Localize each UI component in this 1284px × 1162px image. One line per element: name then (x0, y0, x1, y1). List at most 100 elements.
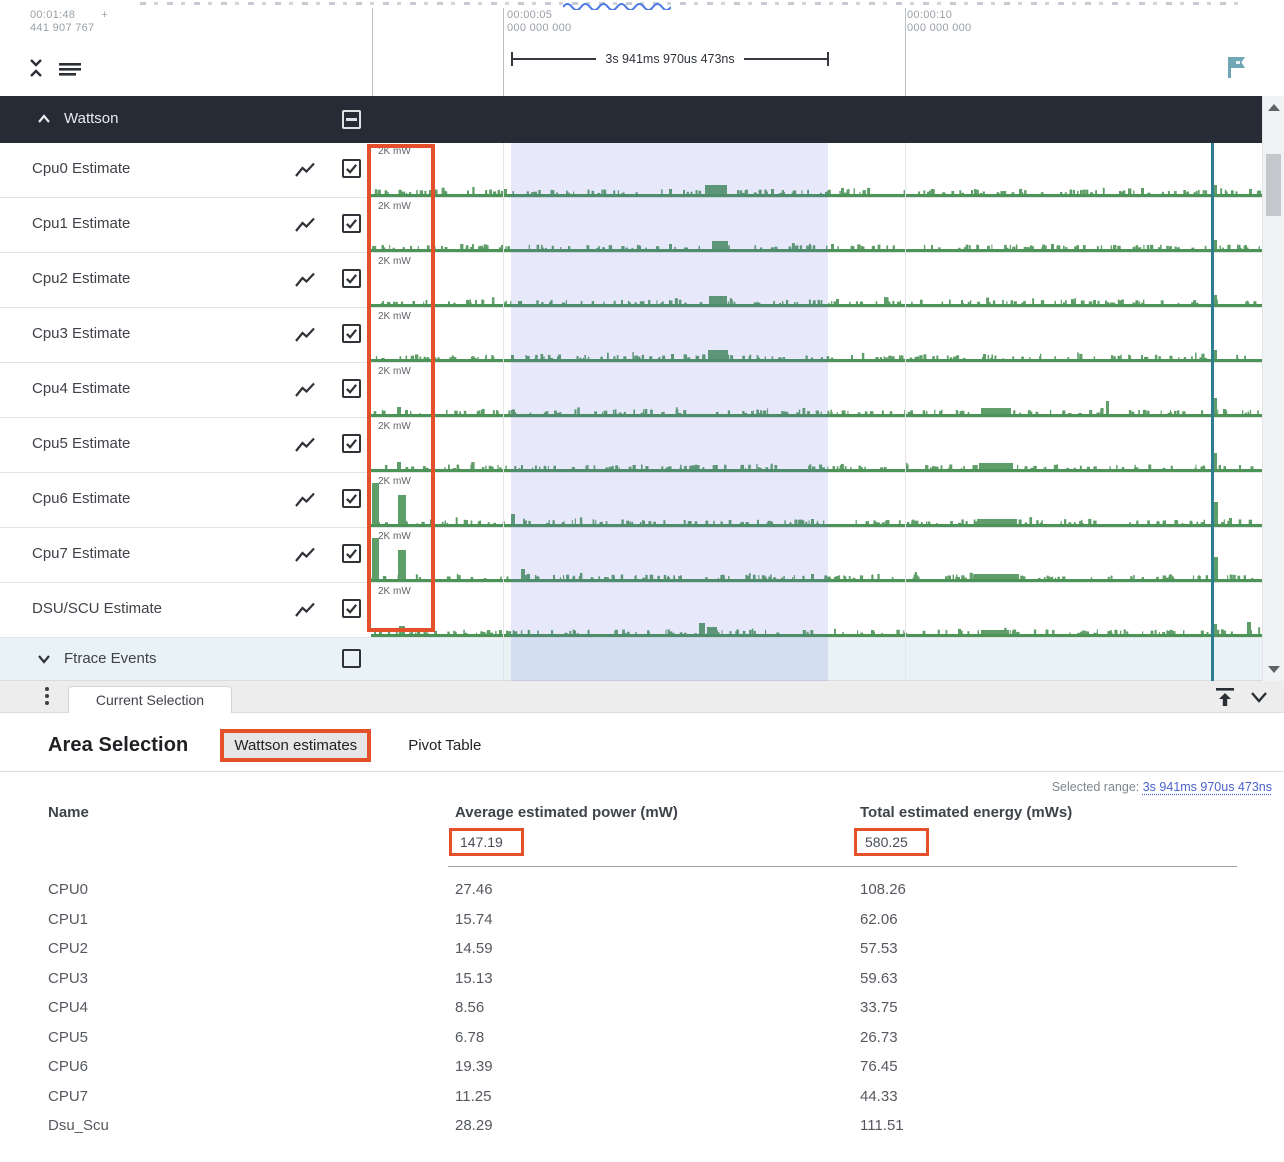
group-checkbox-unchecked[interactable] (342, 649, 361, 668)
close-panel-chevron-icon[interactable] (1248, 687, 1270, 707)
flag-icon[interactable] (1224, 54, 1250, 80)
cell-total-energy: 108.26 (860, 881, 906, 899)
table-row[interactable]: CPU6 19.39 76.45 (0, 1052, 1284, 1082)
line-chart-icon[interactable] (294, 544, 316, 566)
totals-underline (448, 866, 1237, 867)
col-header-avg-power: Average estimated power (mW) (455, 803, 678, 821)
table-row[interactable]: CPU4 8.56 33.75 (0, 993, 1284, 1023)
power-waveform (371, 538, 1262, 582)
chevron-down-icon[interactable] (34, 649, 54, 669)
scrollbar-thumb[interactable] (1266, 154, 1281, 216)
group-title: Wattson (64, 110, 119, 127)
track-name: Cpu2 Estimate (32, 270, 131, 287)
power-waveform (371, 398, 1262, 417)
table-row[interactable]: CPU0 27.46 108.26 (0, 875, 1284, 905)
table-row[interactable]: CPU2 14.59 57.53 (0, 934, 1284, 964)
track-checkbox-checked[interactable] (342, 379, 361, 398)
track-canvas[interactable]: 2K mW (371, 253, 1262, 307)
track-checkbox-checked[interactable] (342, 434, 361, 453)
table-header-row: Name Average estimated power (mW) Total … (0, 801, 1284, 823)
ruler-left-timestamp: 00:01:48 + 441 907 767 (30, 9, 108, 34)
track-checkbox-checked[interactable] (342, 599, 361, 618)
line-chart-icon[interactable] (294, 489, 316, 511)
track-filter-menu-icon[interactable] (58, 62, 82, 76)
collapse-all-icon[interactable] (26, 57, 46, 79)
track-label-cell[interactable]: Cpu3 Estimate (0, 308, 371, 362)
track-group-wattson[interactable]: Wattson (0, 96, 1262, 143)
line-chart-icon[interactable] (294, 214, 316, 236)
track-name: DSU/SCU Estimate (32, 600, 163, 617)
cell-avg-power: 8.56 (455, 999, 485, 1017)
annotation-box-avg-total: 147.19 (449, 828, 524, 856)
track-checkbox-checked[interactable] (342, 324, 361, 343)
track-checkbox-checked[interactable] (342, 544, 361, 563)
track-label-cell[interactable]: Cpu1 Estimate (0, 198, 371, 252)
cell-name: CPU4 (48, 999, 89, 1017)
selection-duration-label: 3s 941ms 970us 473ns (605, 52, 735, 66)
cell-name: Dsu_Scu (48, 1117, 109, 1135)
track-canvas[interactable]: 2K mW (371, 418, 1262, 472)
track-label-cell[interactable]: DSU/SCU Estimate (0, 583, 371, 637)
track-canvas[interactable]: 2K mW (371, 528, 1262, 582)
track-scale-label: 2K mW (378, 256, 411, 267)
table-body: CPU0 27.46 108.26 CPU1 15.74 62.06 CPU2 … (0, 875, 1284, 1141)
tab-current-selection[interactable]: Current Selection (68, 686, 232, 713)
tab-wattson-estimates[interactable]: Wattson estimates (220, 729, 372, 762)
timeline-ruler[interactable]: 00:01:48 + 441 907 767 00:00:05 000 000 0… (0, 0, 1284, 96)
track-label-cell[interactable]: Cpu4 Estimate (0, 363, 371, 417)
cell-total-energy: 59.63 (860, 969, 898, 987)
line-chart-icon[interactable] (294, 269, 316, 291)
track-name: Cpu7 Estimate (32, 545, 131, 562)
track-scale-label: 2K mW (378, 476, 411, 487)
table-row[interactable]: Dsu_Scu 28.29 111.51 (0, 1111, 1284, 1141)
track-checkbox-checked[interactable] (342, 269, 361, 288)
track-label-cell[interactable]: Cpu2 Estimate (0, 253, 371, 307)
cell-total-energy: 26.73 (860, 1028, 898, 1046)
cell-avg-power: 6.78 (455, 1028, 485, 1046)
track-checkbox-checked[interactable] (342, 159, 361, 178)
ruler-gridline (372, 8, 373, 96)
table-row[interactable]: CPU5 6.78 26.73 (0, 1023, 1284, 1053)
table-row[interactable]: CPU7 11.25 44.33 (0, 1082, 1284, 1112)
scroll-down-arrow[interactable] (1268, 666, 1280, 673)
track-canvas[interactable]: 2K mW (371, 308, 1262, 362)
track-canvas[interactable]: 2K mW (371, 473, 1262, 527)
line-chart-icon[interactable] (294, 379, 316, 401)
track-scale-label: 2K mW (378, 531, 411, 542)
track-canvas[interactable]: 2K mW (371, 363, 1262, 417)
kebab-menu-icon[interactable] (45, 687, 49, 708)
track-scale-label: 2K mW (378, 366, 411, 377)
col-header-total-energy: Total estimated energy (mWs) (860, 803, 1073, 821)
bottom-tab-bar: Current Selection (0, 681, 1284, 713)
track-row: Cpu0 Estimate 2K mW (0, 143, 1262, 198)
tab-pivot-table[interactable]: Pivot Table (408, 737, 482, 754)
cell-total-energy: 33.75 (860, 999, 898, 1017)
track-scale-label: 2K mW (378, 201, 411, 212)
track-canvas[interactable]: 2K mW (371, 583, 1262, 637)
track-checkbox-checked[interactable] (342, 489, 361, 508)
line-chart-icon[interactable] (294, 434, 316, 456)
table-row[interactable]: CPU1 15.74 62.06 (0, 905, 1284, 935)
chevron-up-icon[interactable] (34, 109, 54, 129)
track-label-cell[interactable]: Cpu6 Estimate (0, 473, 371, 527)
track-label-cell[interactable]: Cpu7 Estimate (0, 528, 371, 582)
line-chart-icon[interactable] (294, 159, 316, 181)
expand-panel-icon[interactable] (1212, 685, 1238, 709)
scroll-up-arrow[interactable] (1268, 104, 1280, 111)
line-chart-icon[interactable] (294, 324, 316, 346)
group-checkbox-indeterminate[interactable] (342, 110, 361, 129)
track-label-cell[interactable]: Cpu5 Estimate (0, 418, 371, 472)
cell-avg-power: 27.46 (455, 881, 493, 899)
selected-range-link[interactable]: 3s 941ms 970us 473ns (1142, 780, 1272, 794)
vertical-scrollbar[interactable] (1262, 96, 1284, 681)
cell-avg-power: 19.39 (455, 1058, 493, 1076)
track-label-cell[interactable]: Cpu0 Estimate (0, 143, 371, 197)
track-scale-label: 2K mW (378, 586, 411, 597)
cell-name: CPU0 (48, 881, 89, 899)
track-group-ftrace-events[interactable]: Ftrace Events (0, 638, 1262, 681)
track-canvas[interactable]: 2K mW (371, 198, 1262, 252)
track-checkbox-checked[interactable] (342, 214, 361, 233)
line-chart-icon[interactable] (294, 599, 316, 621)
track-canvas[interactable]: 2K mW (371, 143, 1262, 197)
table-row[interactable]: CPU3 15.13 59.63 (0, 964, 1284, 994)
